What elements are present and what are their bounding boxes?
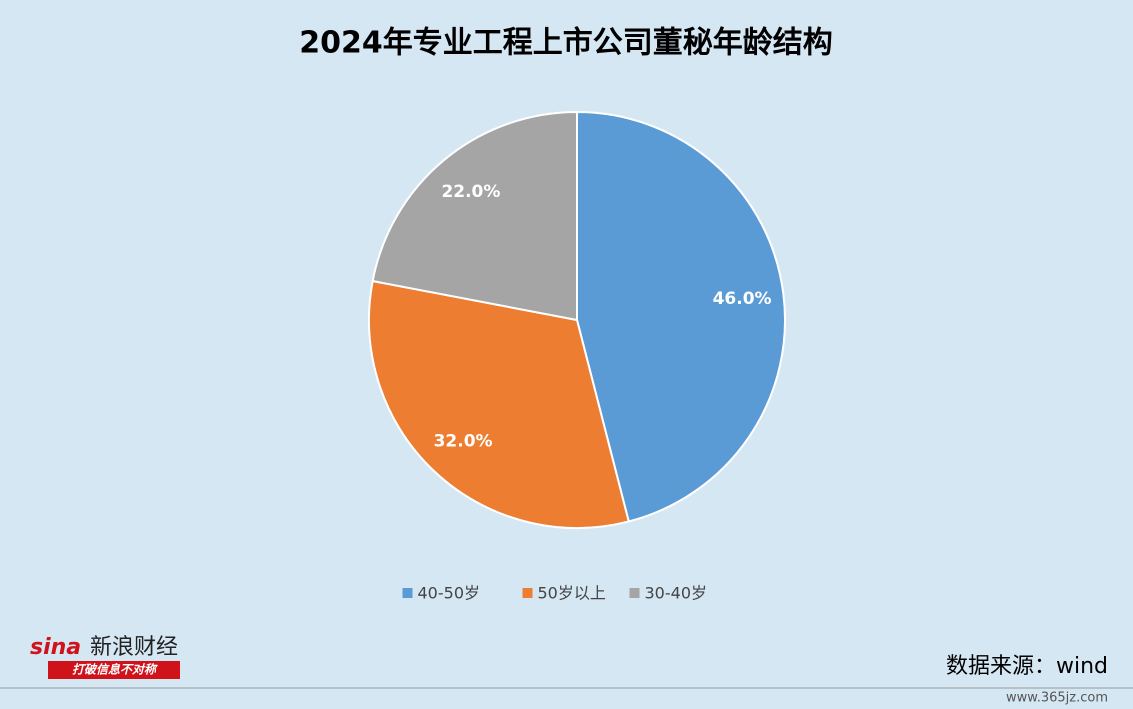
data-label: 46.0% — [713, 289, 772, 309]
legend-label: 50岁以上 — [538, 584, 606, 603]
logo: sina 新浪财经 打破信息不对称 — [30, 635, 180, 679]
legend-label: 40-50岁 — [418, 584, 481, 603]
pie-slice — [576, 110, 786, 523]
logo-banner — [48, 661, 180, 679]
legend-swatch — [522, 588, 533, 598]
legend-swatch — [402, 588, 413, 598]
logo-name: 新浪财经 — [90, 635, 178, 660]
logo-brand: sina — [30, 635, 81, 660]
chart-title: 2024年专业工程上市公司董秘年龄结构 — [299, 26, 833, 61]
logo-slogan: 打破信息不对称 — [72, 663, 158, 677]
data-label: 22.0% — [441, 182, 500, 202]
legend-label: 30-40岁 — [645, 584, 708, 603]
source: 数据来源：wind — [946, 654, 1108, 679]
watermark: www.365jz.com — [1006, 691, 1108, 706]
pie-slice — [371, 110, 578, 322]
data-label: 32.0% — [434, 431, 493, 451]
pie-slice — [368, 279, 630, 529]
legend-swatch — [629, 588, 640, 598]
